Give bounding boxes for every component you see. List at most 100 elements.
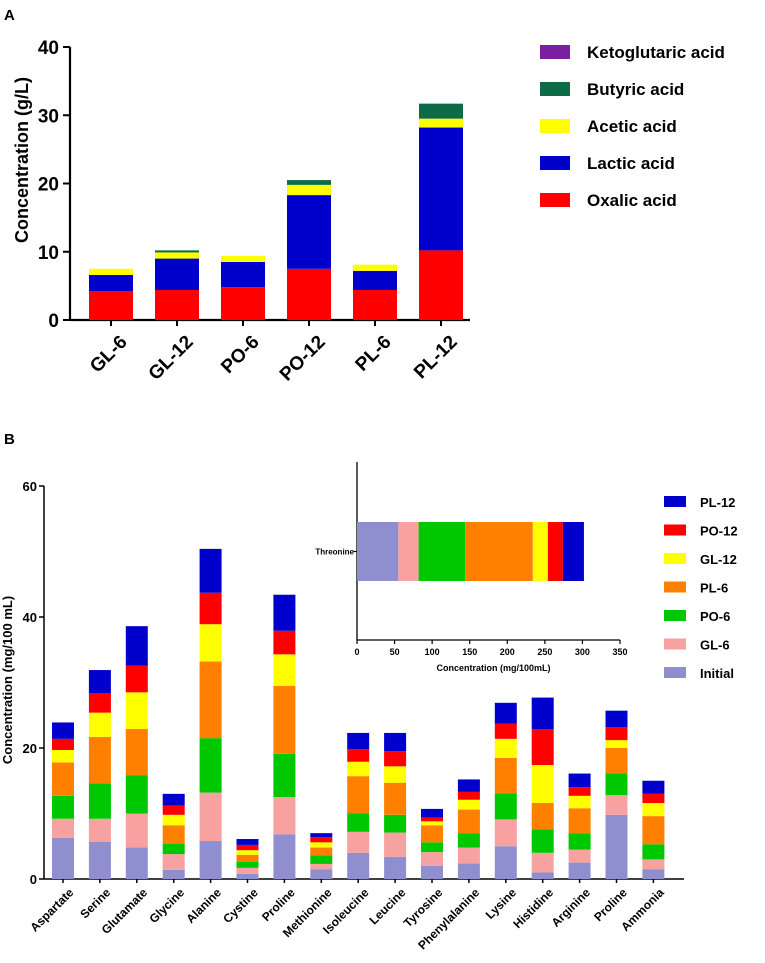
bar-arginine-14-initial: [568, 862, 591, 879]
bar-gl-12-acetic-acid: [155, 252, 199, 259]
bar-glycine-3-gl-12: [162, 814, 185, 826]
bar-pl-6-acetic-acid: [353, 264, 397, 271]
bar-histidine-13-initial: [531, 872, 554, 879]
inset-category-label: Threonine: [315, 548, 354, 557]
panel-b-y-tick-label: 0: [30, 872, 37, 887]
panel-a-y-tick-label: 0: [48, 311, 59, 332]
bar-leucine-9-gl-6: [384, 832, 407, 857]
inset-x-tick-label: 50: [390, 647, 400, 657]
bar-arginine-14-po-6: [568, 833, 591, 850]
bar-isoleucine-8-initial: [347, 852, 370, 879]
bar-tyrosine-10-gl-6: [421, 852, 443, 866]
bar-histidine-13-po-12: [531, 729, 554, 766]
bar-pl-12-oxalic-acid: [419, 250, 463, 320]
panel-a-plot: 0 10 20 30 40 GL-6 GL-12 PO-6 PO-12 PL-6 PL-12: [38, 38, 470, 385]
bar-po-6-acetic-acid: [221, 255, 265, 262]
bar-ammonia-16-gl-12: [642, 803, 665, 817]
legend-swatch-acetic-acid: [540, 119, 570, 133]
bar-alanine-4-gl-6: [199, 792, 222, 842]
bar-tyrosine-10-pl-12: [421, 808, 443, 818]
legend-swatch-pl-12: [664, 496, 686, 507]
panel-a: A Concentration (g/L) 0 10 20 30 40 GL-6 GL-12…: [4, 7, 725, 385]
bar-methionine-7-gl-6: [310, 863, 333, 870]
bar-po-12-oxalic-acid: [287, 268, 331, 320]
bar-lysine-12-gl-12: [494, 738, 517, 758]
bar-methionine-7-po-12: [310, 837, 333, 843]
bar-phenylalanine-11-pl-6: [457, 809, 480, 834]
bar-cystine-5-gl-6: [236, 867, 259, 874]
panel-b-x-tick-label: Histidine: [510, 885, 556, 931]
panel-a-x-tick-label: GL-6: [86, 332, 131, 377]
bar-arginine-14-gl-6: [568, 849, 591, 863]
panel-a-letter: A: [4, 7, 15, 24]
bar-leucine-9-gl-12: [384, 766, 407, 783]
inset-bar-pl-12: [562, 522, 584, 581]
panel-b-x-tick-label: Cystine: [220, 885, 261, 926]
bar-glycine-3-pl-6: [162, 825, 185, 844]
bar-glutamate-2-gl-12: [125, 692, 148, 730]
legend-swatch-initial: [664, 667, 686, 678]
bar-lysine-12-po-6: [494, 793, 517, 820]
bar-serine-1-po-6: [88, 783, 111, 819]
bar-gl-6-acetic-acid: [89, 268, 133, 275]
panel-a-y-tick-label: 40: [38, 38, 59, 59]
bar-serine-1-pl-12: [88, 670, 111, 693]
bar-pl-6-oxalic-acid: [353, 289, 397, 320]
bar-isoleucine-8-pl-6: [347, 776, 370, 814]
panel-b-x-tick-label: Aspartate: [27, 885, 76, 934]
legend-label-ketoglutaric-acid: Ketoglutaric acid: [587, 43, 725, 62]
bar-gl-12-butyric-acid: [155, 250, 199, 253]
bar-gl-12-lactic-acid: [155, 258, 199, 290]
bar-cystine-5-pl-6: [236, 854, 259, 862]
legend-label-oxalic-acid: Oxalic acid: [587, 191, 677, 210]
bar-aspartate-0-initial: [52, 837, 74, 879]
bar-methionine-7-po-6: [310, 855, 333, 864]
bar-serine-1-po-12: [88, 692, 111, 713]
bar-aspartate-0-gl-6: [52, 818, 74, 838]
inset-x-tick-label: 100: [425, 647, 440, 657]
legend-label-gl-12: GL-12: [700, 552, 737, 567]
legend-label-pl-6: PL-6: [700, 581, 728, 596]
bar-phenylalanine-11-gl-6: [457, 847, 480, 864]
bar-histidine-13-gl-12: [531, 765, 554, 804]
legend-label-po-6: PO-6: [700, 609, 730, 624]
bar-proline-15-pl-6: [605, 748, 628, 774]
bar-glutamate-2-pl-6: [125, 729, 148, 776]
bar-glutamate-2-po-12: [125, 665, 148, 693]
bar-alanine-4-initial: [199, 841, 222, 879]
legend-label-initial: Initial: [700, 666, 734, 681]
inset-x-tick-label: 0: [354, 647, 359, 657]
bar-proline-15-gl-6: [605, 795, 628, 815]
bar-leucine-9-po-6: [384, 814, 407, 833]
bar-aspartate-0-pl-6: [52, 762, 74, 796]
bar-alanine-4-po-12: [199, 592, 222, 625]
bar-proline-6-gl-12: [273, 654, 296, 686]
panel-a-x-tick-label: PO-6: [217, 332, 263, 378]
bar-lysine-12-gl-6: [494, 819, 517, 847]
bar-proline-15-pl-12: [605, 710, 628, 728]
bar-phenylalanine-11-po-6: [457, 833, 480, 848]
legend-label-po-12: PO-12: [700, 524, 738, 539]
panel-b-legend: PL-12 PO-12 GL-12 PL-6 PO-6 GL-6 Initial: [664, 495, 738, 681]
panel-b: B Concentration (mg/100 mL) 0 20 40 60 Aspar…: [0, 431, 738, 952]
panel-b-x-tick-label: Glycine: [146, 885, 187, 926]
bar-arginine-14-po-12: [568, 787, 591, 796]
bar-proline-15-po-6: [605, 773, 628, 796]
legend-swatch-gl-12: [664, 553, 686, 564]
inset-bar-po-6: [418, 522, 466, 581]
bar-arginine-14-pl-6: [568, 808, 591, 834]
bar-histidine-13-po-6: [531, 829, 554, 853]
bar-tyrosine-10-initial: [421, 865, 443, 879]
bar-leucine-9-pl-6: [384, 782, 407, 815]
bar-glycine-3-pl-12: [162, 793, 185, 806]
bar-histidine-13-gl-6: [531, 852, 554, 873]
panel-a-y-tick-label: 20: [38, 175, 59, 196]
inset-x-tick-label: 250: [537, 647, 552, 657]
bar-ammonia-16-pl-12: [642, 780, 665, 794]
bar-tyrosine-10-po-6: [421, 842, 443, 853]
bar-pl-12-acetic-acid: [419, 118, 463, 128]
legend-swatch-pl-6: [664, 581, 686, 593]
panel-b-y-tick-label: 60: [23, 479, 37, 494]
bar-aspartate-0-po-12: [52, 738, 74, 750]
